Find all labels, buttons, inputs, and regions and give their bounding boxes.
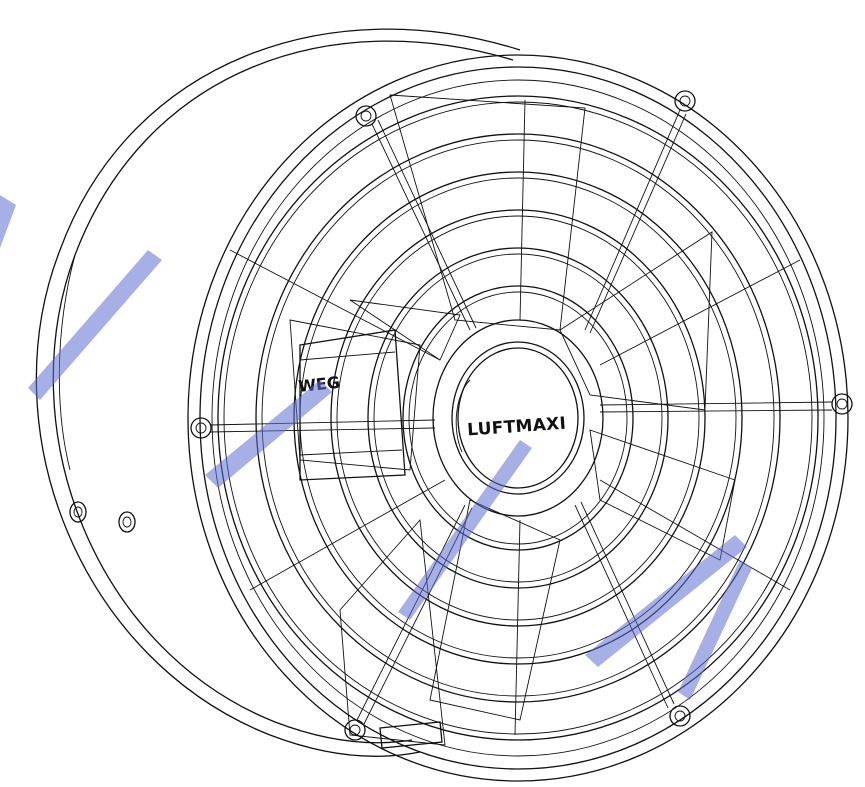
bottom-bracket — [379, 721, 443, 749]
watermark-strokes — [0, 195, 752, 700]
ring-bolt-right — [831, 393, 853, 415]
housing-bolt-left — [69, 501, 87, 523]
ring-bolt-top-right — [674, 90, 696, 112]
ring-bolt-bottom-left — [344, 719, 366, 741]
ring-bolt-bottom-right — [669, 705, 691, 727]
grille-spokes — [209, 99, 833, 736]
ring-bolt-left — [190, 417, 212, 439]
housing-bolt-right — [118, 511, 136, 533]
fan-housing-drum — [35, 28, 521, 757]
front-ring — [187, 54, 849, 782]
fan-hub: LUFTMAXI — [451, 341, 585, 495]
hub-brand-label: LUFTMAXI — [467, 414, 567, 441]
ring-bolt-top-left — [355, 105, 377, 127]
